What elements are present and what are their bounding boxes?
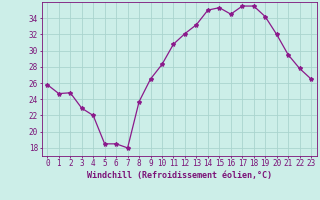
X-axis label: Windchill (Refroidissement éolien,°C): Windchill (Refroidissement éolien,°C) [87,171,272,180]
